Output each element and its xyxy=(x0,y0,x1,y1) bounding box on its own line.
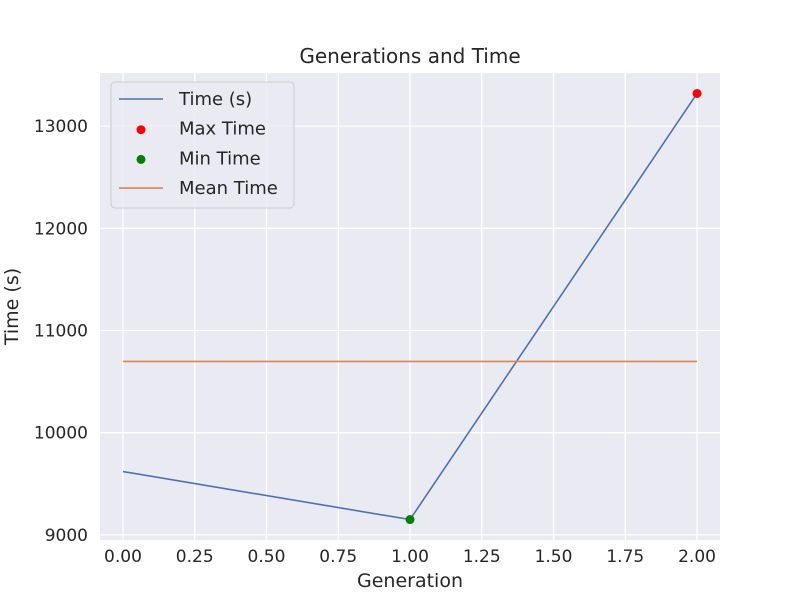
tick-labels: 0.00 0.25 0.50 0.75 1.00 1.25 1.50 1.75 2.00 9000… xyxy=(34,117,716,567)
x-tick-label: 1.25 xyxy=(463,547,501,567)
x-tick-label: 0.75 xyxy=(319,547,357,567)
x-tick-label: 0.50 xyxy=(248,547,286,567)
x-axis-label: Generation xyxy=(357,570,463,592)
x-tick-label: 1.75 xyxy=(606,547,644,567)
min-time-point xyxy=(405,515,415,525)
x-tick-label: 0.25 xyxy=(176,547,214,567)
legend: Time (s) Max Time Min Time Mean Time xyxy=(110,81,295,209)
x-tick-label: 0.00 xyxy=(104,547,142,567)
legend-label: Mean Time xyxy=(179,178,278,199)
x-tick-label: 2.00 xyxy=(678,547,716,567)
y-axis-label: Time (s) xyxy=(1,268,23,346)
y-tick-label: 13000 xyxy=(34,117,88,137)
y-tick-label: 11000 xyxy=(34,322,88,342)
max-time-point xyxy=(692,88,702,98)
y-tick-label: 12000 xyxy=(34,219,88,239)
series-layer xyxy=(122,88,702,525)
x-tick-label: 1.00 xyxy=(391,547,429,567)
legend-box xyxy=(110,81,295,209)
legend-label: Min Time xyxy=(179,148,261,169)
y-tick-label: 10000 xyxy=(34,424,88,444)
legend-min-time-swatch xyxy=(136,154,146,164)
x-tick-label: 1.50 xyxy=(535,547,573,567)
legend-label: Max Time xyxy=(179,119,266,140)
legend-max-time-swatch xyxy=(136,125,146,135)
chart-title: Generations and Time xyxy=(299,44,520,68)
y-tick-label: 9000 xyxy=(45,526,88,546)
legend-label: Time (s) xyxy=(178,89,252,110)
